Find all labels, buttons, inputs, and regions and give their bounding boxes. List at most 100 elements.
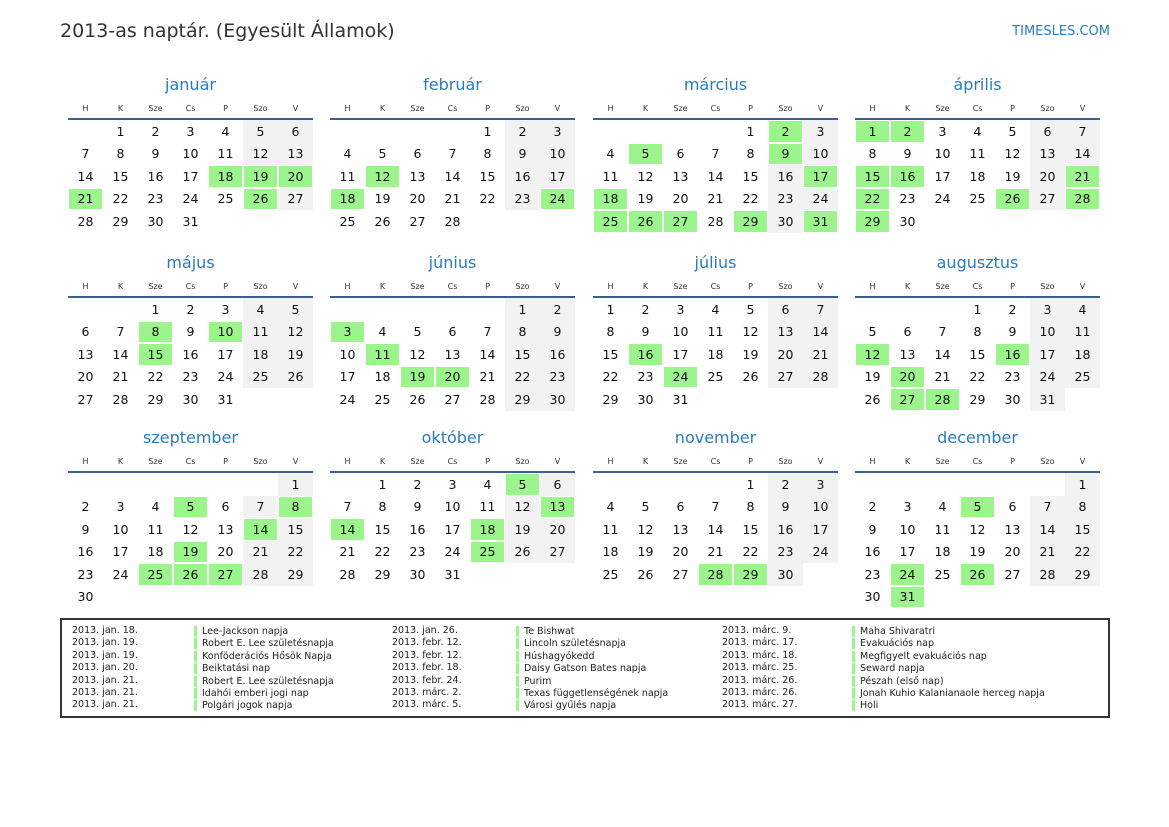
day[interactable]: 22 bbox=[112, 191, 129, 207]
day[interactable]: 30 bbox=[899, 213, 916, 229]
holiday-day[interactable]: 26 bbox=[995, 187, 1030, 210]
day[interactable]: 15 bbox=[112, 168, 129, 184]
holiday-day[interactable]: 26 bbox=[960, 563, 995, 586]
day[interactable]: 13 bbox=[278, 142, 313, 165]
holiday-day[interactable]: 18 bbox=[330, 187, 365, 210]
day[interactable]: 22 bbox=[147, 369, 164, 385]
day[interactable]: 3 bbox=[186, 123, 195, 139]
day[interactable]: 23 bbox=[182, 369, 199, 385]
holiday-day[interactable]: 16 bbox=[995, 343, 1030, 366]
day[interactable]: 13 bbox=[77, 346, 94, 362]
day[interactable]: 30 bbox=[1004, 391, 1021, 407]
day[interactable]: 21 bbox=[112, 369, 129, 385]
day[interactable]: 9 bbox=[903, 146, 912, 162]
day[interactable]: 17 bbox=[1030, 343, 1065, 366]
day[interactable]: 23 bbox=[409, 544, 426, 560]
holiday-day[interactable]: 5 bbox=[173, 495, 208, 518]
day[interactable]: 16 bbox=[409, 521, 426, 537]
day[interactable]: 25 bbox=[707, 369, 724, 385]
holiday-day[interactable]: 31 bbox=[890, 585, 925, 608]
day[interactable]: 11 bbox=[602, 168, 619, 184]
day[interactable]: 5 bbox=[278, 298, 313, 321]
day[interactable]: 1 bbox=[746, 476, 755, 492]
day[interactable]: 16 bbox=[505, 165, 540, 188]
day[interactable]: 29 bbox=[969, 391, 986, 407]
day[interactable]: 12 bbox=[637, 521, 654, 537]
day[interactable]: 13 bbox=[444, 346, 461, 362]
day[interactable]: 17 bbox=[803, 518, 838, 541]
day[interactable]: 31 bbox=[182, 213, 199, 229]
day[interactable]: 14 bbox=[1030, 518, 1065, 541]
day[interactable]: 11 bbox=[969, 146, 986, 162]
day[interactable]: 28 bbox=[803, 365, 838, 388]
day[interactable]: 12 bbox=[409, 346, 426, 362]
day[interactable]: 23 bbox=[899, 191, 916, 207]
day[interactable]: 1 bbox=[483, 123, 492, 139]
day[interactable]: 19 bbox=[505, 518, 540, 541]
day[interactable]: 6 bbox=[221, 499, 230, 515]
day[interactable]: 6 bbox=[413, 146, 422, 162]
holiday-day[interactable]: 10 bbox=[208, 320, 243, 343]
day[interactable]: 18 bbox=[374, 369, 391, 385]
day[interactable]: 4 bbox=[606, 499, 615, 515]
day[interactable]: 1 bbox=[746, 123, 755, 139]
day[interactable]: 12 bbox=[278, 320, 313, 343]
day[interactable]: 7 bbox=[343, 499, 352, 515]
day[interactable]: 24 bbox=[444, 544, 461, 560]
day[interactable]: 22 bbox=[969, 369, 986, 385]
day[interactable]: 20 bbox=[1030, 165, 1065, 188]
day[interactable]: 15 bbox=[1065, 518, 1100, 541]
day[interactable]: 23 bbox=[768, 540, 803, 563]
day[interactable]: 4 bbox=[973, 123, 982, 139]
day[interactable]: 1 bbox=[151, 301, 160, 317]
day[interactable]: 23 bbox=[77, 566, 94, 582]
day[interactable]: 14 bbox=[803, 320, 838, 343]
day[interactable]: 7 bbox=[448, 146, 457, 162]
day[interactable]: 3 bbox=[803, 120, 838, 143]
day[interactable]: 13 bbox=[217, 521, 234, 537]
day[interactable]: 20 bbox=[768, 343, 803, 366]
day[interactable]: 1 bbox=[505, 298, 540, 321]
day[interactable]: 13 bbox=[672, 521, 689, 537]
day[interactable]: 22 bbox=[278, 540, 313, 563]
day[interactable]: 10 bbox=[444, 499, 461, 515]
site-link[interactable]: TIMESLES.COM bbox=[1012, 24, 1110, 39]
day[interactable]: 21 bbox=[479, 369, 496, 385]
holiday-day[interactable]: 3 bbox=[330, 320, 365, 343]
day[interactable]: 7 bbox=[938, 324, 947, 340]
holiday-day[interactable]: 24 bbox=[540, 187, 575, 210]
day[interactable]: 4 bbox=[1065, 298, 1100, 321]
day[interactable]: 29 bbox=[147, 391, 164, 407]
day[interactable]: 3 bbox=[116, 499, 125, 515]
day[interactable]: 2 bbox=[413, 476, 422, 492]
holiday-day[interactable]: 29 bbox=[855, 210, 890, 233]
day[interactable]: 27 bbox=[672, 566, 689, 582]
day[interactable]: 3 bbox=[803, 473, 838, 496]
day[interactable]: 20 bbox=[217, 544, 234, 560]
day[interactable]: 26 bbox=[374, 213, 391, 229]
day[interactable]: 9 bbox=[505, 142, 540, 165]
day[interactable]: 8 bbox=[606, 324, 615, 340]
day[interactable]: 18 bbox=[602, 544, 619, 560]
day[interactable]: 5 bbox=[868, 324, 877, 340]
day[interactable]: 17 bbox=[339, 369, 356, 385]
day[interactable]: 19 bbox=[374, 191, 391, 207]
day[interactable]: 17 bbox=[217, 346, 234, 362]
day[interactable]: 9 bbox=[868, 521, 877, 537]
day[interactable]: 22 bbox=[374, 544, 391, 560]
day[interactable]: 5 bbox=[1008, 123, 1017, 139]
day[interactable]: 9 bbox=[1008, 324, 1017, 340]
day[interactable]: 16 bbox=[147, 168, 164, 184]
day[interactable]: 6 bbox=[278, 120, 313, 143]
day[interactable]: 2 bbox=[540, 298, 575, 321]
day[interactable]: 19 bbox=[864, 369, 881, 385]
holiday-day[interactable]: 27 bbox=[208, 563, 243, 586]
day[interactable]: 11 bbox=[243, 320, 278, 343]
day[interactable]: 9 bbox=[186, 324, 195, 340]
day[interactable]: 24 bbox=[112, 566, 129, 582]
holiday-day[interactable]: 16 bbox=[628, 343, 663, 366]
day[interactable]: 2 bbox=[186, 301, 195, 317]
day[interactable]: 30 bbox=[182, 391, 199, 407]
day[interactable]: 29 bbox=[1065, 563, 1100, 586]
holiday-day[interactable]: 2 bbox=[890, 120, 925, 143]
